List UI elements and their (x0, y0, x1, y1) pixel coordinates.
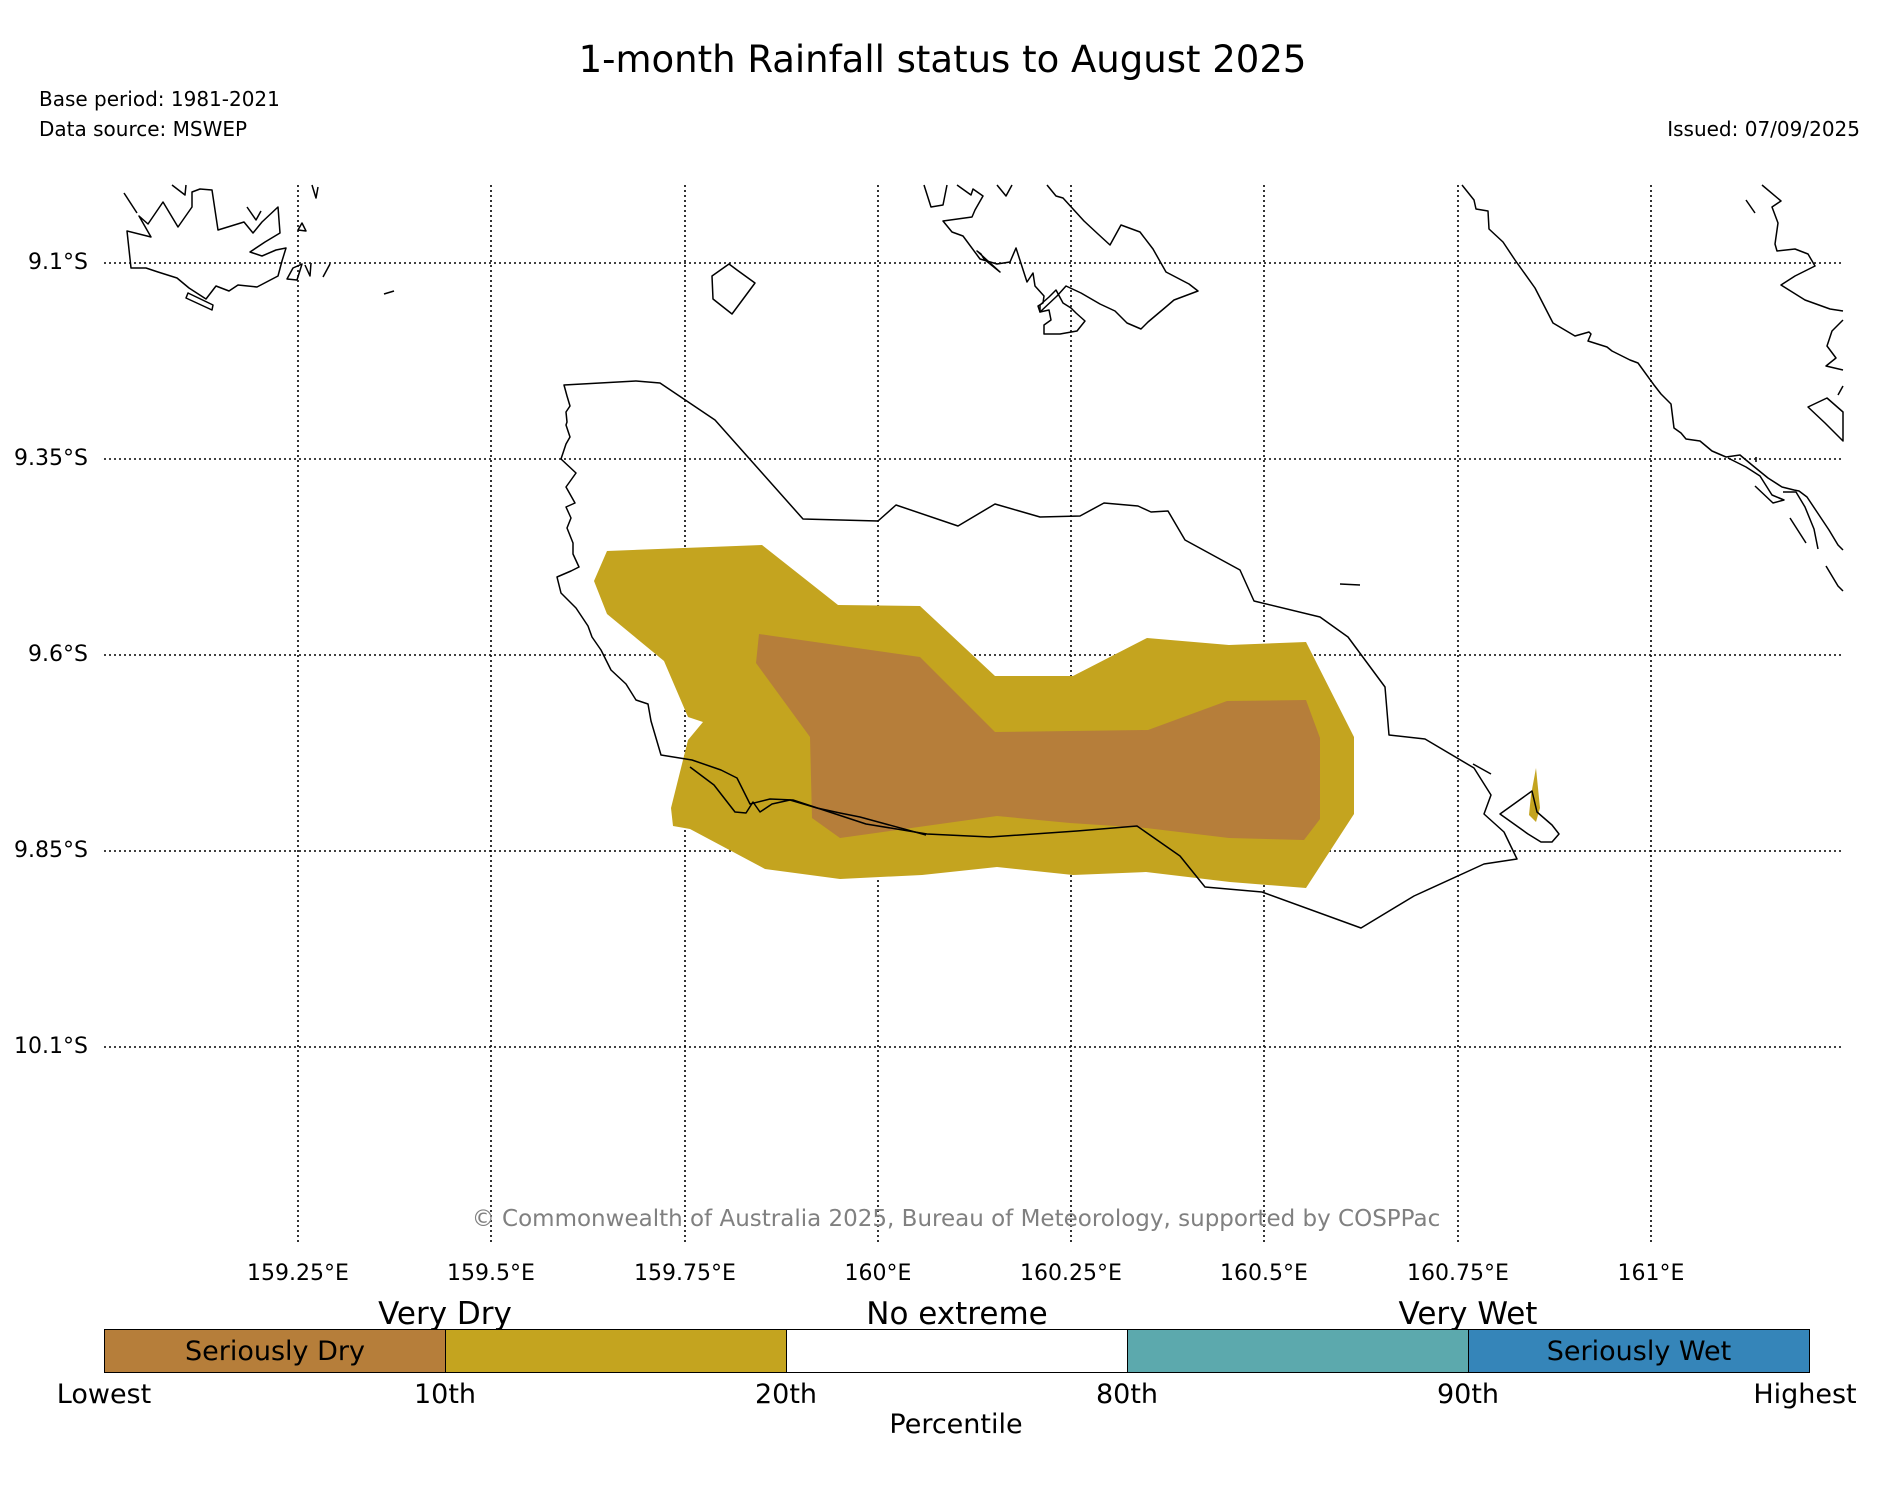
category-very-dry: Very Dry (378, 1296, 512, 1332)
seriously-dry-area (756, 634, 1320, 840)
lat-label: 9.6°S (28, 642, 88, 667)
very-dry-patch (1529, 768, 1540, 822)
issued-date: Issued: 07/09/2025 (1667, 117, 1860, 141)
northeast-coast-detail (1825, 565, 1844, 592)
data-source: Data source: MSWEP (39, 117, 248, 141)
eastern-islet (1499, 790, 1560, 843)
lat-label: 9.35°S (14, 446, 88, 471)
lon-label: 160°E (844, 1261, 912, 1286)
legend-tick: 90th (1436, 1379, 1500, 1410)
coastlines (123, 184, 1844, 929)
northwest-islet (711, 263, 756, 315)
northeast-coast-detail (1761, 184, 1844, 312)
lon-label: 160.25°E (1020, 1261, 1122, 1286)
northeast-coast-detail (1727, 457, 1785, 504)
base-period: Base period: 1981-2021 (39, 87, 280, 111)
lat-label: 9.1°S (28, 250, 88, 275)
legend-colorbar: Seriously Dry Seriously Wet (104, 1329, 1810, 1373)
gridlines (104, 185, 1843, 1245)
northwest-islet (286, 263, 303, 281)
northwest-islet (123, 192, 138, 214)
northeast-coast-detail (1825, 319, 1844, 371)
legend-tick: 80th (1095, 1379, 1159, 1410)
legend-tick: Highest (1753, 1379, 1857, 1410)
northeast-coast-detail (1745, 199, 1756, 214)
northeast-coast-detail (1783, 491, 1819, 550)
legend-tick: 10th (413, 1379, 477, 1410)
northeast-coast-detail (1789, 517, 1807, 544)
eastern-spit (1472, 763, 1492, 775)
north-central-islet (996, 184, 1013, 197)
northwest-islet (246, 206, 262, 221)
northwest-islet (297, 222, 307, 232)
northwest-islet (304, 262, 312, 277)
northwest-island (126, 188, 287, 300)
northwest-islet (322, 263, 331, 278)
south-coast-detail (689, 766, 927, 836)
northeast-island (1461, 184, 1844, 551)
copyright-notice: © Commonwealth of Australia 2025, Bureau… (471, 1206, 1441, 1232)
legend-seriously-wet: Seriously Wet (1468, 1330, 1809, 1372)
legend-tick: 20th (754, 1379, 818, 1410)
lon-label: 161°E (1617, 1261, 1685, 1286)
main-island-coastline (556, 380, 1518, 929)
lat-label: 9.85°S (14, 838, 88, 863)
lon-label: 159.75°E (634, 1261, 736, 1286)
lon-label: 160.5°E (1220, 1261, 1308, 1286)
northwest-islet (311, 184, 319, 199)
legend-no-extreme (786, 1330, 1127, 1372)
category-no-extreme: No extreme (866, 1296, 1048, 1332)
legend-very-dry (445, 1330, 786, 1372)
category-very-wet: Very Wet (1398, 1296, 1538, 1332)
lon-label: 160.75°E (1407, 1261, 1509, 1286)
northeast-coast-detail (1837, 385, 1844, 396)
small-islet (1339, 583, 1361, 586)
legend-tick: Lowest (56, 1379, 152, 1410)
lon-label: 159.25°E (247, 1261, 349, 1286)
northwest-islet (185, 292, 214, 311)
legend-seriously-dry: Seriously Dry (105, 1330, 445, 1372)
northwest-islet (383, 290, 395, 295)
northwest-islet (171, 184, 187, 196)
lon-label: 159.5°E (447, 1261, 535, 1286)
north-central-islet (1039, 289, 1086, 335)
legend-axis-label: Percentile (889, 1409, 1023, 1440)
lat-label: 10.1°S (14, 1034, 88, 1059)
map-title: 1-month Rainfall status to August 2025 (578, 38, 1307, 81)
legend-very-wet (1127, 1330, 1468, 1372)
northeast-coast-detail (1807, 397, 1844, 442)
north-central-islet (976, 250, 1001, 273)
north-central-island (923, 184, 1199, 330)
